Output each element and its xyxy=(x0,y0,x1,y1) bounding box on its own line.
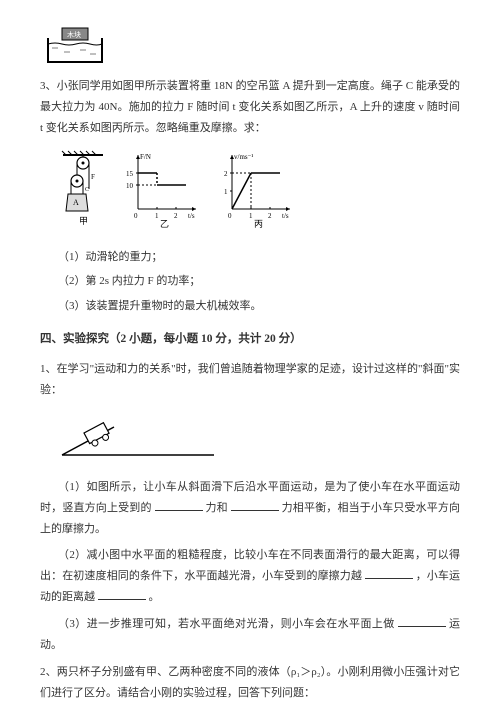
x-val-0-bing: 0 xyxy=(228,212,232,220)
q3-sub2: （2）第 2s 内拉力 F 的功率； xyxy=(58,271,460,292)
blank-1 xyxy=(155,499,203,511)
force-time-chart: F/N t/s 15 10 0 1 2 乙 xyxy=(124,149,202,237)
label-bing: 丙 xyxy=(254,219,263,229)
pulley-diagram: F C A 甲 xyxy=(58,149,108,237)
blank-5 xyxy=(398,615,446,627)
x-val-1-bing: 1 xyxy=(249,212,253,220)
v-val-2: 2 xyxy=(224,170,228,178)
q3-sub1: （1）动滑轮的重力； xyxy=(58,247,460,268)
t-axis-label-bing: t/s xyxy=(282,212,289,220)
f-axis-label: F/N xyxy=(140,153,151,161)
label-yi: 乙 xyxy=(160,219,169,229)
v-val-1: 1 xyxy=(224,188,228,196)
x-val-2-bing: 2 xyxy=(268,212,272,220)
s4-q2: 2、两只杯子分别盛有甲、乙两种密度不同的液体（ρ₁＞ρ₂）。小刚利用微小压强计对… xyxy=(40,662,460,704)
wood-block-figure: 木块 xyxy=(40,26,460,68)
x-val-1-yi: 1 xyxy=(155,212,159,220)
diagram-row: F C A 甲 F/N t/s 15 10 0 1 2 xyxy=(58,149,460,237)
p1-b: 力和 xyxy=(205,502,227,514)
question-3-text: 3、小张同学用如图甲所示装置将重 18N 的空吊篮 A 提升到一定高度。绳子 C… xyxy=(40,76,460,139)
p3-a: （3）进一步推理可知，若水平面绝对光滑，则小车会在水平面上做 xyxy=(58,618,395,630)
svg-text:A: A xyxy=(73,198,79,207)
q3-sub3: （3）该装置提升重物时的最大机械效率。 xyxy=(58,296,460,317)
y-val-10: 10 xyxy=(126,182,134,190)
velocity-time-chart: v/ms⁻¹ t/s 1 2 0 1 2 丙 xyxy=(218,149,296,237)
block-label-text: 木块 xyxy=(67,30,81,39)
t-axis-label-yi: t/s xyxy=(188,212,195,220)
s4-intro: 1、在学习"运动和力的关系"时，我们曾追随着物理学家的足迹，设计过这样的"斜面"… xyxy=(40,359,460,401)
svg-text:F: F xyxy=(91,173,95,181)
s4-p3: （3）进一步推理可知，若水平面绝对光滑，则小车会在水平面上做 运动。 xyxy=(40,614,460,656)
p2-c: 。 xyxy=(149,591,160,603)
y-val-15: 15 xyxy=(126,170,134,178)
label-jia: 甲 xyxy=(79,216,88,226)
incline-cart-figure xyxy=(58,409,460,469)
blank-4 xyxy=(98,588,146,600)
v-axis-label: v/ms⁻¹ xyxy=(234,153,253,161)
x-val-2-yi: 2 xyxy=(174,212,178,220)
blank-3 xyxy=(365,567,413,579)
svg-text:C: C xyxy=(85,187,89,193)
s4-p2: （2）减小图中水平面的粗糙程度，比较小车在不同表面滑行的最大距离，可以得出：在初… xyxy=(40,545,460,608)
s4-p1: （1）如图所示，让小车从斜面滑下后沿水平面运动，是为了使小车在水平面运动时，竖直… xyxy=(40,477,460,540)
blank-2 xyxy=(231,499,279,511)
section-4-header: 四、实验探究（2 小题，每小题 10 分，共计 20 分） xyxy=(40,329,460,351)
x-val-0-yi: 0 xyxy=(134,212,138,220)
